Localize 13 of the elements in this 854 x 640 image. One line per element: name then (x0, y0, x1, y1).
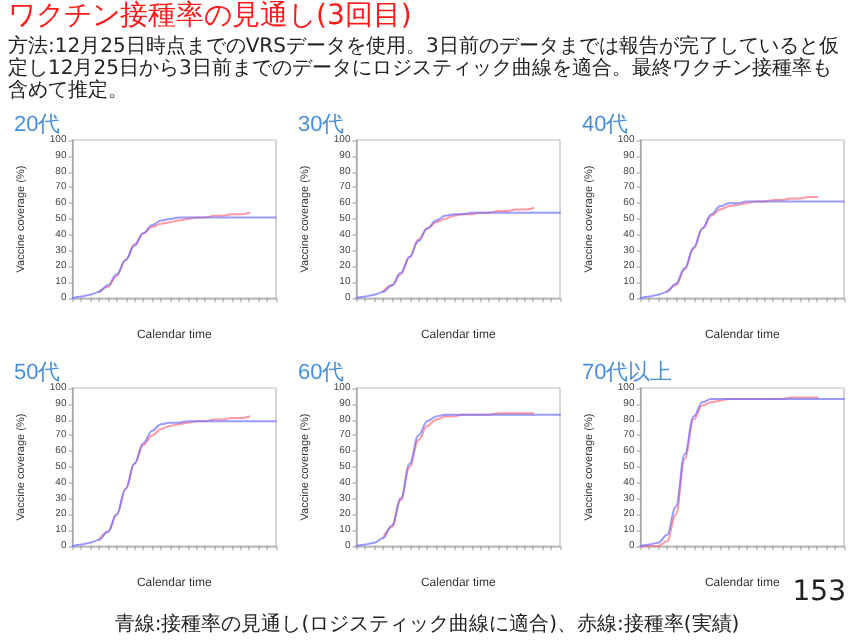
chart-title: 20代 (14, 113, 61, 137)
text: 153 (792, 576, 846, 608)
chart-title: 40代 (582, 113, 629, 137)
chart-title: 50代 (14, 361, 61, 385)
chart-title: 30代 (298, 113, 345, 137)
line-series (98, 211, 251, 293)
chart-title: 60代 (298, 361, 345, 385)
line-series (382, 206, 535, 293)
text: 青線:接種率の見通し(ロジスティック曲線に適合)、赤線:接種率(実績) (112, 611, 742, 638)
line-series (666, 195, 819, 293)
text: ワクチン接種率の見通し(3回目) (8, 0, 412, 34)
text: 方法:12月25日時点までのVRSデータを使用。3日前のデータまでは報告が完了していると仮定し12月25日から3日前までのデータにロジスティック曲線を適合。最終ワクチン接種率も含めて推定。 (8, 36, 841, 102)
chart-title: 70代以上 (582, 359, 673, 385)
